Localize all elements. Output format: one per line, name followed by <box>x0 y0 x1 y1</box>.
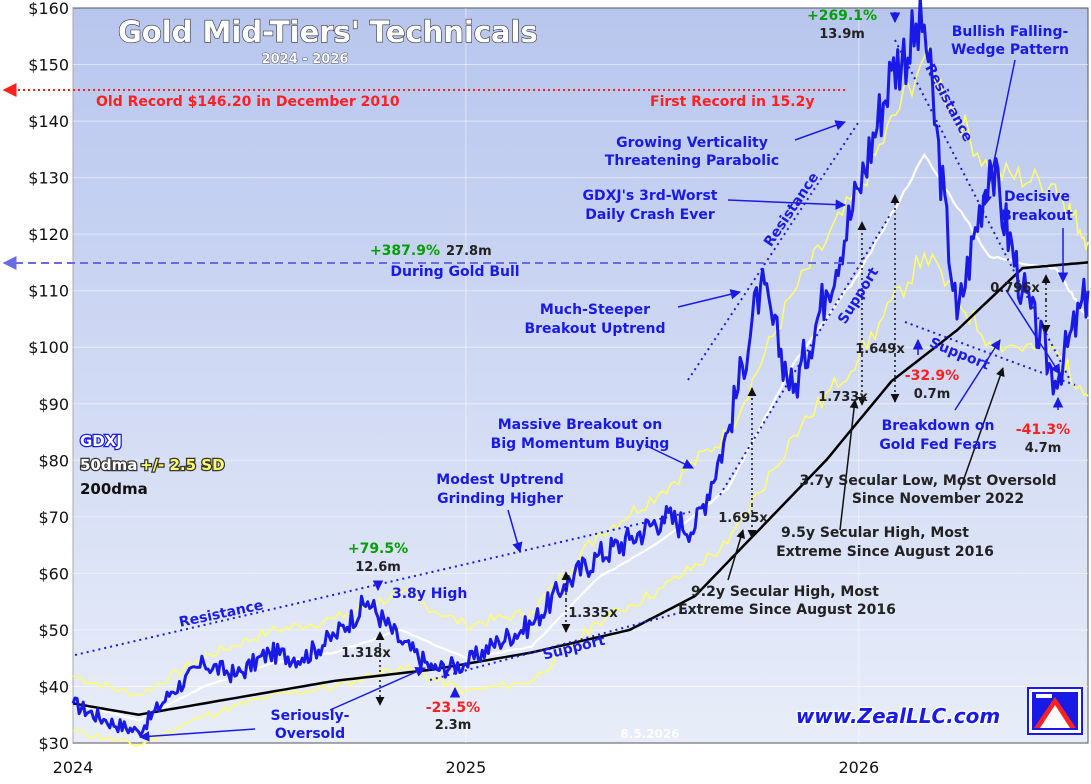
bollinger-bands <box>72 45 1089 747</box>
ma200-line <box>72 261 1089 716</box>
bull-gain-duration: 27.8m <box>446 244 492 259</box>
bull-gain-label: +387.9% <box>370 243 440 259</box>
steeper-label-2: Breakout Uptrend <box>524 321 665 337</box>
y-tick-label: $160 <box>28 0 69 18</box>
loss-235-duration: 2.3m <box>435 718 472 733</box>
secular-low-label-2: Since November 2022 <box>852 491 1024 507</box>
secular-high-92-label-2: Extreme Since August 2016 <box>678 602 896 618</box>
annotation-arrows-black <box>727 367 1005 581</box>
y-tick-label: $50 <box>38 621 69 640</box>
loss-413-duration: 4.7m <box>1025 441 1062 456</box>
legend-ticker: GDXJ <box>80 432 122 450</box>
lower-band <box>72 251 1089 747</box>
annotation-arrows <box>138 12 1069 742</box>
zeal-logo <box>1027 687 1083 735</box>
x-tick-label: 2024 <box>53 758 94 777</box>
x-axis: 2024 2025 2026 <box>53 758 880 777</box>
high-38-label: 3.8y High <box>392 586 467 602</box>
modest-label-2: Grinding Higher <box>437 491 563 507</box>
steeper-label-1: Much-Steeper <box>540 302 650 318</box>
ratio-1733: 1.733x <box>818 390 868 405</box>
loss-413-label: -41.3% <box>1016 422 1070 438</box>
y-tick-label: $80 <box>38 451 69 470</box>
y-tick-label: $150 <box>28 56 69 75</box>
resistance-line-2026 <box>894 39 1071 381</box>
y-tick-label: $100 <box>28 338 69 357</box>
ratio-1318: 1.318x <box>341 646 391 661</box>
verticality-label-1: Growing Verticality <box>616 135 768 151</box>
loss-329-duration: 0.7m <box>914 387 951 402</box>
ratio-markers <box>375 194 1051 706</box>
oversold-label-2: Oversold <box>275 726 345 742</box>
crash-label-1: GDXJ's 3rd-Worst <box>583 188 718 204</box>
verticality-label-2: Threatening Parabolic <box>605 153 779 169</box>
support-line-2025b <box>719 214 891 496</box>
series-lines <box>71 0 1090 737</box>
old-record-label: Old Record $146.20 in December 2010 <box>96 94 400 110</box>
bull-label: During Gold Bull <box>390 264 519 280</box>
y-tick-label: $30 <box>38 734 69 753</box>
y-tick-label: $70 <box>38 508 69 527</box>
legend: GDXJ 50dma +/- 2.5 SD 200dma <box>79 431 226 498</box>
y-tick-label: $130 <box>28 169 69 188</box>
wedge-label-2: Wedge Pattern <box>951 42 1069 58</box>
trend-lines <box>2 39 1076 681</box>
legend-ma50: 50dma <box>80 456 137 474</box>
y-tick-label: $120 <box>28 225 69 244</box>
y-tick-label: $40 <box>38 677 69 696</box>
chart-subtitle: 2024 - 2026 <box>262 52 349 67</box>
breakdown-label-1: Breakdown on <box>882 418 995 434</box>
x-tick-label: 2026 <box>838 758 879 777</box>
resistance-line-2025 <box>687 119 861 381</box>
decisive-label-2: Breakout <box>1001 208 1073 224</box>
crash-label-2: Daily Crash Ever <box>585 207 715 223</box>
ratio-1649: 1.649x <box>855 342 905 357</box>
y-tick-label: $140 <box>28 112 69 131</box>
upper-band <box>72 45 1089 698</box>
massive-label-1: Massive Breakout on <box>498 417 663 433</box>
oversold-label-1: Seriously- <box>271 708 350 724</box>
massive-label-2: Big Momentum Buying <box>491 436 670 452</box>
ma50-line <box>72 153 1089 722</box>
secular-low-label-1: 3.7y Secular Low, Most Oversold <box>799 473 1056 489</box>
gain-2024-duration: 12.6m <box>355 560 401 575</box>
x-tick-label: 2025 <box>446 758 487 777</box>
secular-high-95-label-2: Extreme Since August 2016 <box>776 544 994 560</box>
support-line-2026 <box>904 321 1076 386</box>
secular-high-92-label-1: 9.2y Secular High, Most <box>691 584 879 600</box>
legend-ma200: 200dma <box>80 480 148 498</box>
first-record-label: First Record in 15.2y <box>650 94 814 110</box>
wedge-label-1: Bullish Falling- <box>952 24 1069 40</box>
peak-gain-duration: 13.9m <box>819 27 865 42</box>
ratio-0796: 0.796x <box>990 281 1040 296</box>
plot-background <box>72 7 1089 744</box>
secular-high-95-label-1: 9.5y Secular High, Most <box>781 525 969 541</box>
modest-label-1: Modest Uptrend <box>436 472 563 488</box>
decisive-label-1: Decisive <box>1004 189 1070 205</box>
loss-329-label: -32.9% <box>905 368 959 384</box>
y-tick-label: $60 <box>38 564 69 583</box>
gdxj-price-line <box>71 0 1090 737</box>
breakdown-label-2: Gold Fed Fears <box>879 437 996 453</box>
website-label: www.ZealLLC.com <box>796 704 1000 728</box>
y-tick-label: $90 <box>38 395 69 414</box>
ratio-1335: 1.335x <box>568 606 618 621</box>
peak-gain-label: +269.1% <box>807 8 877 24</box>
y-tick-label: $110 <box>28 282 69 301</box>
gain-2024-label: +79.5% <box>348 541 408 557</box>
ratio-1695: 1.695x <box>718 511 768 526</box>
chart-title: Gold Mid-Tiers' Technicals <box>118 15 538 49</box>
date-stamp: 8.5.2026 <box>620 727 679 741</box>
legend-bands: +/- 2.5 SD <box>140 456 225 474</box>
loss-235-label: -23.5% <box>426 700 480 716</box>
y-axis: $30 $40 $50 $60 $70 $80 $90 $100 $110 $120 $130 $14… <box>28 0 69 753</box>
